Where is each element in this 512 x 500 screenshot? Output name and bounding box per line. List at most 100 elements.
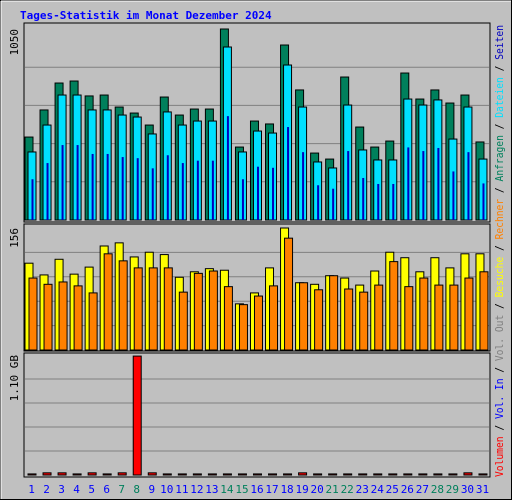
x-tick-label: 2 bbox=[43, 483, 50, 496]
y-tick-label: 156 bbox=[8, 228, 21, 248]
bar bbox=[193, 272, 203, 351]
bar bbox=[482, 183, 485, 220]
x-tick-label: 26 bbox=[401, 483, 414, 496]
bar bbox=[73, 285, 83, 351]
bar bbox=[223, 286, 233, 351]
legend-entry: Vol. Out bbox=[493, 315, 506, 361]
bar bbox=[226, 116, 229, 220]
bar bbox=[392, 183, 395, 220]
legend-entry: Dateien bbox=[493, 77, 506, 118]
x-tick-label: 16 bbox=[250, 483, 263, 496]
legend-separator: / bbox=[493, 181, 506, 198]
bar bbox=[434, 284, 444, 351]
x-tick-label: 31 bbox=[476, 483, 489, 496]
bar bbox=[106, 153, 109, 220]
bar bbox=[377, 183, 380, 220]
y-tick-label: 1050 bbox=[8, 29, 21, 56]
x-tick-label: 11 bbox=[175, 483, 188, 496]
bar bbox=[58, 281, 68, 351]
bar bbox=[211, 160, 214, 220]
bar bbox=[344, 288, 354, 351]
bar bbox=[208, 270, 218, 351]
bar bbox=[407, 147, 410, 220]
bar bbox=[418, 473, 428, 476]
bar bbox=[362, 177, 365, 220]
bar bbox=[177, 473, 187, 476]
bar bbox=[132, 355, 142, 476]
bar bbox=[178, 291, 188, 351]
x-tick-label: 8 bbox=[133, 483, 140, 496]
bar bbox=[148, 267, 158, 351]
bar bbox=[359, 291, 369, 351]
bar bbox=[103, 253, 113, 351]
x-tick-label: 21 bbox=[326, 483, 339, 496]
bar bbox=[162, 473, 172, 476]
legend-entry: Rechner bbox=[493, 199, 506, 240]
bar bbox=[76, 145, 79, 220]
bar bbox=[147, 472, 157, 476]
bar bbox=[241, 179, 244, 220]
bar bbox=[102, 473, 112, 476]
x-tick-label: 6 bbox=[103, 483, 110, 496]
bar bbox=[163, 267, 173, 351]
x-tick-label: 4 bbox=[73, 483, 80, 496]
bar bbox=[328, 473, 338, 476]
legend-separator: / bbox=[493, 419, 506, 436]
bar bbox=[28, 277, 38, 351]
x-tick-label: 18 bbox=[280, 483, 293, 496]
bar bbox=[463, 472, 473, 476]
bar bbox=[88, 292, 98, 351]
bar bbox=[117, 472, 127, 476]
bar bbox=[196, 160, 199, 220]
x-tick-label: 5 bbox=[88, 483, 95, 496]
bar bbox=[343, 473, 353, 476]
x-tick-label: 19 bbox=[295, 483, 308, 496]
legend-entry: Besuche bbox=[493, 257, 506, 298]
x-tick-label: 13 bbox=[205, 483, 218, 496]
bar bbox=[389, 261, 399, 351]
x-tick-label: 24 bbox=[371, 483, 385, 496]
bar bbox=[283, 473, 293, 476]
legend-entry: Vol. In bbox=[493, 378, 506, 419]
bar bbox=[433, 473, 443, 476]
x-tick-label: 1 bbox=[28, 483, 35, 496]
x-tick-label: 7 bbox=[118, 483, 125, 496]
bar bbox=[192, 473, 202, 476]
bar bbox=[31, 179, 34, 220]
bar bbox=[27, 473, 37, 476]
bar bbox=[166, 155, 169, 220]
bar bbox=[358, 473, 368, 476]
bar bbox=[467, 152, 470, 220]
bar bbox=[46, 163, 49, 220]
bar bbox=[403, 473, 413, 476]
bar bbox=[57, 472, 67, 476]
bar bbox=[118, 260, 128, 351]
legend-separator: / bbox=[493, 361, 506, 378]
bar bbox=[422, 151, 425, 220]
bar bbox=[404, 286, 414, 351]
x-tick-label: 10 bbox=[160, 483, 173, 496]
x-tick-label: 28 bbox=[431, 483, 444, 496]
legend-separator: / bbox=[493, 297, 506, 314]
y-tick-label: 1.10 GB bbox=[8, 355, 21, 402]
bar bbox=[207, 473, 217, 476]
bar bbox=[287, 127, 290, 220]
chart-title: Tages-Statistik im Monat Dezember 2024 bbox=[20, 9, 272, 22]
x-tick-label: 12 bbox=[190, 483, 203, 496]
bar bbox=[268, 473, 278, 476]
bar bbox=[238, 304, 248, 351]
bar bbox=[313, 473, 323, 476]
legend-entry: Volumen bbox=[493, 436, 506, 477]
bar bbox=[284, 237, 294, 351]
x-tick-label: 20 bbox=[311, 483, 324, 496]
x-tick-label: 17 bbox=[265, 483, 278, 496]
bar bbox=[252, 473, 262, 476]
bar bbox=[388, 473, 398, 476]
bar bbox=[452, 171, 455, 220]
bar bbox=[329, 275, 339, 351]
bar bbox=[478, 473, 488, 476]
legend-entry: Seiten bbox=[493, 25, 506, 60]
bar bbox=[42, 472, 52, 476]
bar bbox=[253, 295, 263, 351]
